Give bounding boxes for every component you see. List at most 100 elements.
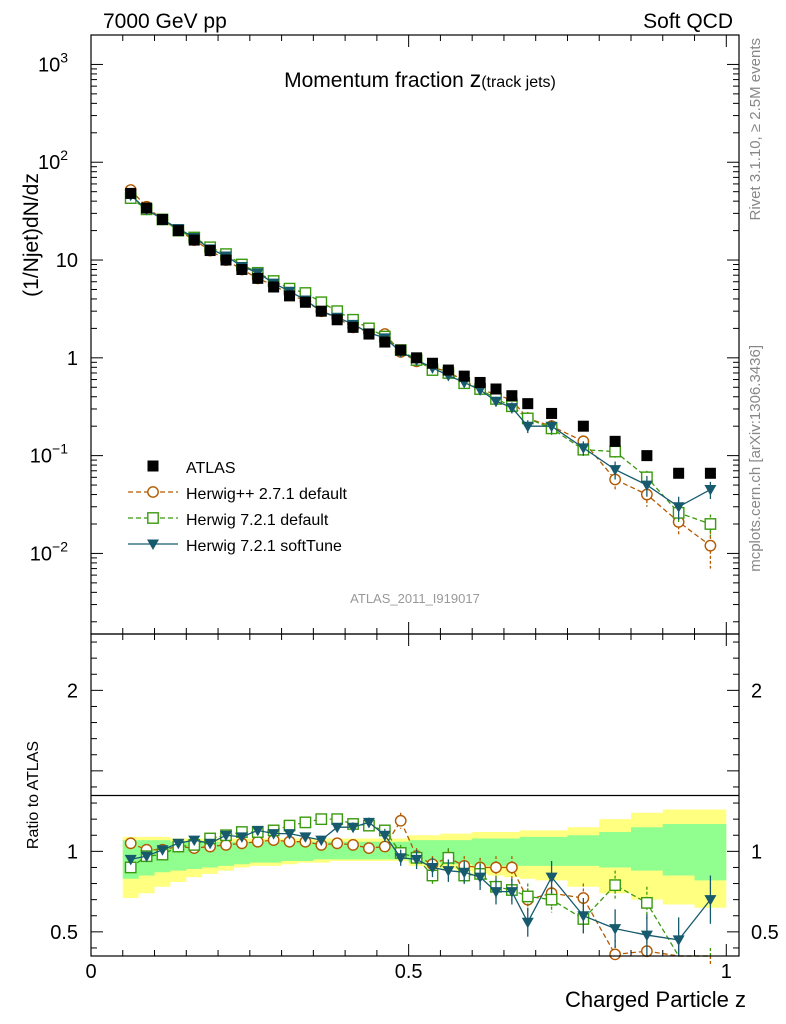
legend-marker: [147, 486, 159, 498]
legend-entry: Herwig 7.2.1 default: [128, 512, 329, 529]
data-point: [363, 328, 375, 340]
ratio-point: [490, 887, 502, 898]
data-point: [299, 296, 311, 308]
ratio-point: [490, 861, 502, 874]
data-point: [331, 314, 343, 326]
ratio-point: [299, 832, 312, 843]
ratio-point: [331, 822, 344, 834]
data-point: [411, 352, 423, 364]
data-point: [204, 245, 216, 257]
y-tick-label: 102: [38, 147, 68, 174]
data-point: [704, 467, 716, 479]
y-tick-label: 0.5: [50, 922, 78, 944]
data-point: [609, 445, 622, 458]
legend-marker: [147, 512, 159, 524]
data-point: [395, 344, 407, 356]
ratio-point: [394, 853, 407, 864]
data-point: [347, 321, 359, 333]
main-title: Momentum fraction z(track jets): [284, 66, 556, 92]
ratio-point: [505, 887, 518, 898]
ratio-point: [442, 866, 455, 877]
data-point: [609, 435, 621, 447]
data-point: [474, 376, 486, 388]
ratio-point: [458, 867, 471, 879]
ratio-point: [505, 861, 518, 874]
data-point: [609, 465, 622, 476]
y-tick-label-right: 0.5: [751, 922, 779, 944]
data-point: [125, 187, 137, 199]
ratio-point: [474, 872, 487, 884]
ratio-point: [124, 837, 137, 850]
data-point: [426, 357, 438, 369]
ratio-point: [315, 813, 328, 826]
data-point: [490, 396, 502, 408]
data-point: [141, 202, 153, 214]
data-point: [268, 281, 280, 293]
legend-marker: [147, 539, 159, 550]
ratio-point: [672, 935, 685, 946]
ratio-point: [545, 872, 558, 884]
ratio-point: [545, 893, 558, 906]
data-point: [641, 450, 653, 462]
main-series-layer: [124, 184, 717, 569]
data-point: [505, 403, 518, 414]
ratio-point: [188, 835, 201, 847]
ratio-point: [251, 825, 264, 837]
data-point: [704, 518, 717, 530]
y-tick-label: 10−1: [30, 441, 68, 468]
y-tick-label: 103: [38, 49, 68, 76]
ratio-point: [315, 835, 328, 847]
data-point: [673, 467, 685, 479]
x-tick-label: 0.5: [395, 961, 423, 983]
ratio-series-layer: [124, 812, 717, 965]
y-tick-label-right: 1: [751, 841, 762, 863]
ratio-point: [124, 854, 137, 866]
legend-label: Herwig 7.2.1 default: [186, 512, 329, 529]
x-tick-label: 0: [85, 961, 96, 983]
ratio-point: [426, 862, 439, 874]
ratio-point: [299, 816, 312, 829]
rivet-label: Rivet 3.1.10, ≥ 2.5M events: [747, 38, 764, 221]
y-tick-label: 2: [67, 680, 78, 702]
data-point: [442, 364, 454, 376]
data-point: [284, 290, 296, 302]
main-y-label: (1/Njet)dN/dz: [20, 173, 43, 297]
ratio-point: [204, 838, 217, 850]
ratio-point: [609, 924, 622, 935]
legend-entry: Herwig 7.2.1 softTune: [128, 538, 342, 555]
data-point: [506, 390, 518, 402]
ratio-point: [363, 842, 375, 855]
ratio-point: [704, 895, 717, 906]
ratio-point: [220, 839, 232, 851]
watermark: ATLAS_2011_I919017: [350, 591, 480, 606]
x-tick-label: 1: [721, 961, 732, 983]
legend-entry: ATLAS: [147, 460, 236, 477]
legend-label: Herwig++ 2.7.1 default: [186, 486, 348, 503]
data-point: [577, 420, 589, 432]
ratio-point: [283, 829, 296, 840]
ratio-point: [410, 854, 423, 866]
header-left: 7000 GeV pp: [103, 10, 227, 33]
ratio-point: [609, 879, 622, 892]
ratio-point: [362, 817, 375, 829]
ratio-point: [220, 830, 232, 842]
ratio-y-label: Ratio to ATLAS: [25, 741, 42, 849]
y-tick-label-right: 2: [751, 680, 762, 702]
ratio-point: [609, 948, 622, 961]
data-point: [577, 443, 590, 454]
ratio-series-2: [124, 817, 717, 956]
data-point: [545, 421, 558, 433]
legend-entry: Herwig++ 2.7.1 default: [128, 486, 348, 503]
y-tick-label: 10: [56, 250, 78, 272]
data-point: [379, 336, 391, 348]
data-point: [236, 264, 248, 276]
ratio-point: [251, 835, 264, 848]
data-point: [672, 502, 685, 513]
data-point: [315, 305, 327, 317]
ratio-ticks: 0 0.5 1 0.5 0.5 1 1 2 2: [50, 634, 779, 983]
data-point: [490, 383, 502, 395]
y-tick-label: 10−2: [30, 538, 68, 565]
data-point: [252, 272, 264, 284]
